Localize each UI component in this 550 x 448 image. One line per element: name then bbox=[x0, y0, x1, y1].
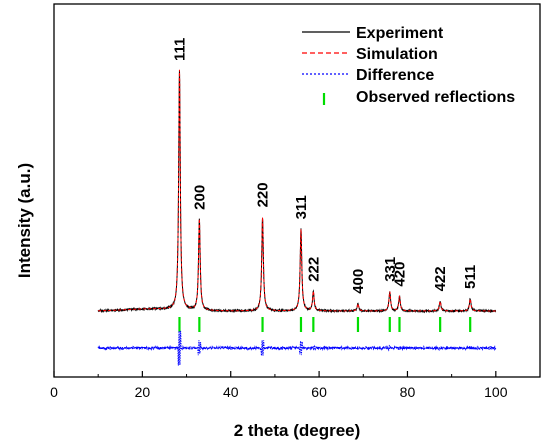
peak-label-331: 331 bbox=[382, 257, 399, 282]
peak-label-311: 311 bbox=[293, 195, 310, 219]
plot-border bbox=[53, 3, 541, 378]
difference-line bbox=[97, 330, 497, 366]
peak-label-200: 200 bbox=[191, 185, 208, 210]
peak-label-111: 111 bbox=[171, 38, 188, 61]
x-tick-label: 80 bbox=[400, 384, 416, 400]
legend-label-3: Observed reflections bbox=[356, 89, 515, 106]
peak-label-422: 422 bbox=[432, 266, 449, 291]
observed-reflection-ticks bbox=[178, 317, 472, 332]
series-difference bbox=[97, 330, 497, 366]
x-tick-label: 0 bbox=[50, 384, 58, 400]
simulation-line bbox=[98, 69, 496, 312]
x-tick-label: 100 bbox=[484, 384, 508, 400]
legend-label-0: Experiment bbox=[356, 25, 444, 42]
peak-label-222: 222 bbox=[305, 257, 322, 282]
x-axis-title: 2 theta (degree) bbox=[234, 421, 361, 440]
legend: Experiment Simulation Difference Observed r… bbox=[302, 25, 515, 106]
peak-label-420: 420 bbox=[392, 262, 409, 287]
peak-label-220: 220 bbox=[255, 182, 272, 207]
legend-label-1: Simulation bbox=[356, 46, 438, 63]
x-tick-label: 40 bbox=[223, 384, 239, 400]
peak-label-400: 400 bbox=[350, 269, 367, 294]
series-simulation bbox=[98, 69, 496, 312]
legend-label-2: Difference bbox=[356, 67, 434, 84]
y-axis: Intensity (a.u.) bbox=[15, 163, 34, 278]
x-tick-label: 20 bbox=[135, 384, 151, 400]
plot-frame bbox=[53, 3, 541, 378]
x-tick-label: 60 bbox=[311, 384, 327, 400]
y-axis-title: Intensity (a.u.) bbox=[15, 163, 34, 278]
peak-label-511: 511 bbox=[462, 265, 479, 289]
x-axis: 0 20 40 60 80 100 2 theta (degree) bbox=[50, 371, 508, 440]
